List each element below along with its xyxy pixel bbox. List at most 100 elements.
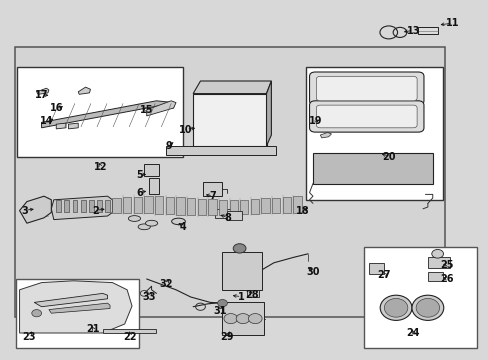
Text: 4: 4 (180, 222, 186, 232)
Circle shape (233, 244, 245, 253)
Polygon shape (166, 146, 276, 155)
Polygon shape (37, 88, 49, 94)
Polygon shape (368, 263, 383, 274)
Polygon shape (282, 197, 290, 213)
Polygon shape (417, 27, 437, 34)
Bar (16, 279, 139, 348)
Polygon shape (427, 272, 442, 281)
Polygon shape (144, 164, 159, 176)
Text: 5: 5 (136, 170, 142, 180)
Ellipse shape (380, 295, 411, 320)
Polygon shape (97, 200, 102, 212)
Circle shape (248, 314, 262, 324)
Polygon shape (293, 197, 301, 213)
Ellipse shape (145, 220, 157, 226)
Circle shape (431, 249, 443, 258)
Polygon shape (64, 200, 69, 212)
Polygon shape (41, 101, 173, 128)
Text: 18: 18 (296, 206, 309, 216)
Polygon shape (203, 182, 222, 196)
Text: 14: 14 (40, 116, 53, 126)
Polygon shape (427, 257, 449, 268)
Polygon shape (34, 293, 107, 307)
FancyBboxPatch shape (316, 76, 416, 101)
Circle shape (236, 314, 249, 324)
Circle shape (217, 300, 227, 307)
Text: 30: 30 (305, 267, 319, 277)
Text: 21: 21 (86, 324, 100, 334)
Text: 15: 15 (140, 105, 153, 115)
Text: 9: 9 (165, 141, 172, 151)
Polygon shape (102, 329, 156, 333)
Polygon shape (320, 132, 331, 138)
Polygon shape (261, 198, 269, 213)
Polygon shape (165, 197, 174, 214)
Text: 31: 31 (213, 306, 226, 316)
Polygon shape (134, 197, 142, 213)
Text: 7: 7 (209, 191, 216, 201)
Text: 19: 19 (308, 116, 322, 126)
Text: 17: 17 (35, 90, 48, 100)
Bar (17, 67, 183, 157)
Text: 8: 8 (224, 213, 230, 223)
FancyBboxPatch shape (309, 72, 423, 105)
Ellipse shape (128, 216, 141, 221)
Text: 11: 11 (445, 18, 458, 28)
Text: 13: 13 (406, 26, 419, 36)
Polygon shape (78, 87, 90, 94)
Polygon shape (56, 200, 61, 212)
Polygon shape (81, 200, 85, 212)
Text: 1: 1 (237, 292, 244, 302)
Polygon shape (144, 196, 152, 213)
Text: 3: 3 (21, 206, 28, 216)
Ellipse shape (138, 224, 150, 230)
Ellipse shape (384, 298, 407, 317)
Text: 20: 20 (381, 152, 395, 162)
Polygon shape (227, 211, 242, 220)
Polygon shape (20, 196, 51, 223)
Polygon shape (68, 123, 78, 129)
Text: 2: 2 (92, 206, 99, 216)
Polygon shape (219, 200, 227, 215)
Polygon shape (266, 81, 271, 146)
Text: 32: 32 (159, 279, 173, 289)
Polygon shape (246, 290, 259, 297)
Text: 16: 16 (49, 103, 63, 113)
Polygon shape (112, 198, 121, 213)
Polygon shape (51, 196, 112, 220)
Polygon shape (193, 94, 266, 146)
Polygon shape (20, 281, 132, 333)
Ellipse shape (415, 298, 439, 317)
Polygon shape (49, 303, 110, 313)
Polygon shape (250, 199, 259, 214)
Polygon shape (197, 199, 205, 215)
Text: 27: 27 (376, 270, 390, 280)
Circle shape (224, 314, 237, 324)
Polygon shape (176, 197, 184, 215)
Text: 6: 6 (136, 188, 142, 198)
Polygon shape (240, 199, 248, 214)
Polygon shape (186, 198, 195, 215)
Polygon shape (208, 199, 216, 215)
Polygon shape (222, 252, 261, 290)
Ellipse shape (171, 218, 185, 225)
Polygon shape (215, 209, 232, 218)
Polygon shape (89, 200, 94, 212)
FancyBboxPatch shape (309, 101, 423, 132)
Polygon shape (155, 196, 163, 214)
Text: 33: 33 (142, 292, 156, 302)
Polygon shape (146, 101, 176, 116)
Text: 29: 29 (220, 332, 234, 342)
Text: 25: 25 (440, 260, 453, 270)
Polygon shape (105, 200, 110, 212)
Bar (305, 67, 442, 200)
Polygon shape (56, 123, 66, 129)
Polygon shape (222, 302, 264, 335)
FancyBboxPatch shape (316, 105, 416, 128)
Text: 24: 24 (406, 328, 419, 338)
Polygon shape (312, 153, 432, 184)
Text: 10: 10 (179, 125, 192, 135)
Bar (364, 247, 476, 348)
Polygon shape (149, 178, 159, 194)
Text: 23: 23 (22, 332, 36, 342)
